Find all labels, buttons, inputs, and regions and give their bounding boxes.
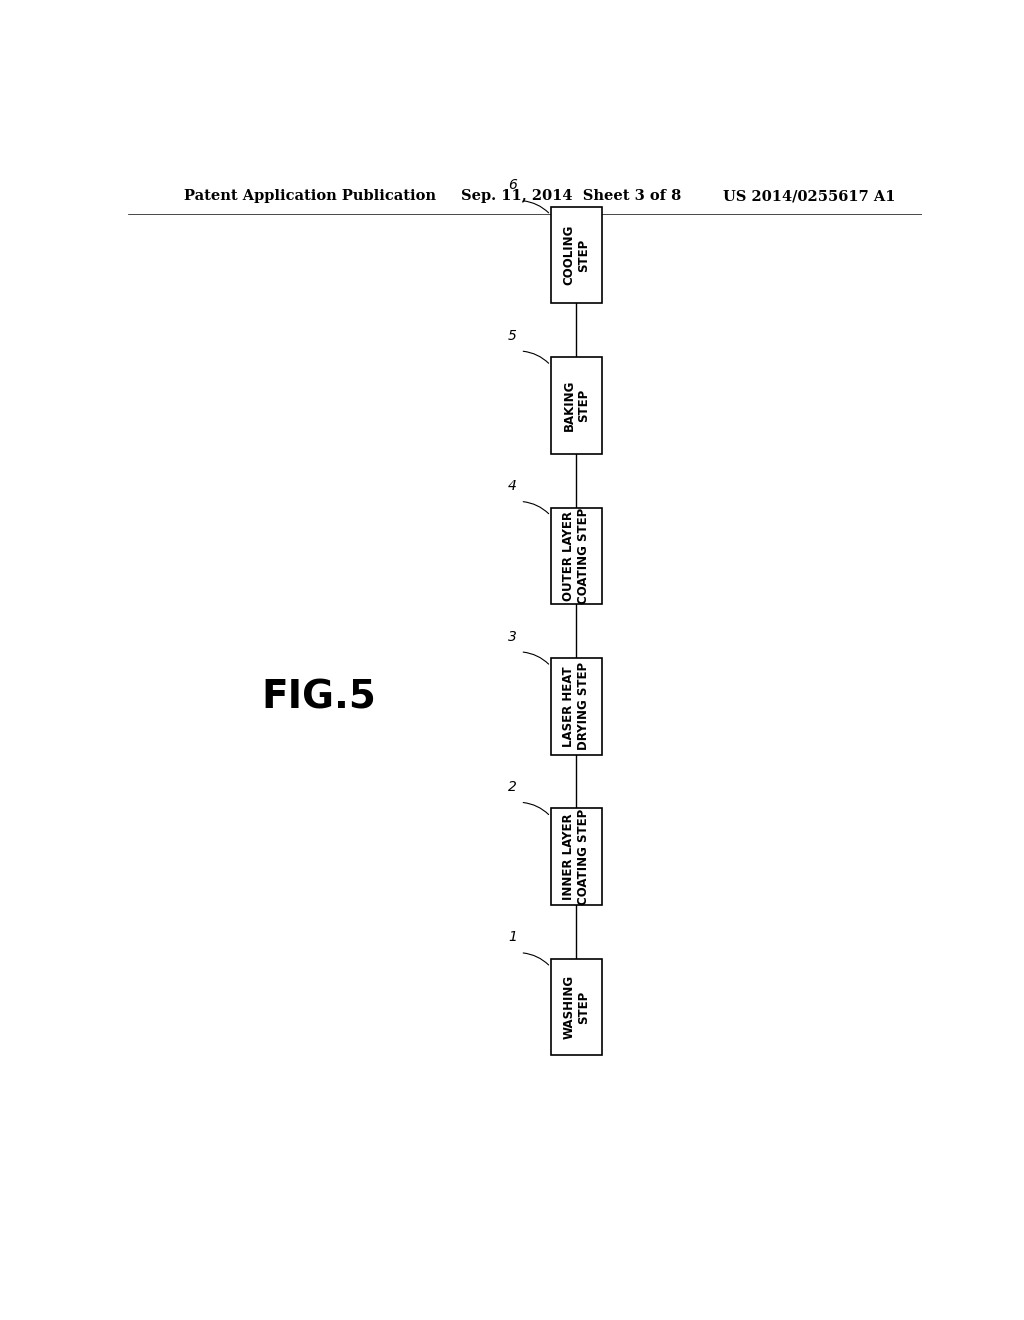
Text: BAKING
STEP: BAKING STEP <box>562 380 591 432</box>
Text: WASHING
STEP: WASHING STEP <box>562 975 591 1039</box>
Text: 6: 6 <box>508 178 517 193</box>
Text: Sep. 11, 2014  Sheet 3 of 8: Sep. 11, 2014 Sheet 3 of 8 <box>461 189 682 203</box>
Text: LASER HEAT
DRYING STEP: LASER HEAT DRYING STEP <box>562 663 591 750</box>
Text: OUTER LAYER
COATING STEP: OUTER LAYER COATING STEP <box>562 508 591 605</box>
FancyBboxPatch shape <box>551 507 602 605</box>
FancyBboxPatch shape <box>551 657 602 755</box>
Text: US 2014/0255617 A1: US 2014/0255617 A1 <box>723 189 896 203</box>
Text: 3: 3 <box>508 630 517 644</box>
Text: 1: 1 <box>508 931 517 945</box>
Text: COOLING
STEP: COOLING STEP <box>562 224 591 285</box>
FancyBboxPatch shape <box>551 358 602 454</box>
Text: 5: 5 <box>508 329 517 343</box>
Text: INNER LAYER
COATING STEP: INNER LAYER COATING STEP <box>562 809 591 904</box>
Text: FIG.5: FIG.5 <box>261 678 376 715</box>
FancyBboxPatch shape <box>551 207 602 304</box>
FancyBboxPatch shape <box>551 808 602 906</box>
Text: 2: 2 <box>508 780 517 795</box>
Text: 4: 4 <box>508 479 517 494</box>
Text: Patent Application Publication: Patent Application Publication <box>183 189 435 203</box>
FancyBboxPatch shape <box>551 958 602 1056</box>
